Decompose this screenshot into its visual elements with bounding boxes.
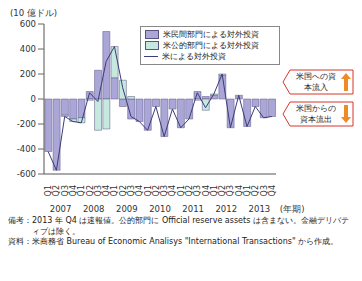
svg-text:2010: 2010 (149, 204, 171, 214)
svg-text:2011: 2011 (182, 204, 204, 214)
svg-text:Q1: Q1 (77, 185, 87, 197)
svg-text:Q1: Q1 (243, 185, 252, 197)
svg-text:Q2: Q2 (118, 185, 128, 197)
svg-text:Q1: Q1 (209, 185, 219, 197)
html-text:資料：米商務省 Bureau of Economic Ana: 資料：米商務省 Bureau of Economic Analisys "Int… (8, 237, 339, 246)
svg-text:2012: 2012 (215, 204, 237, 214)
html-text:(10 億ドル): (10 億ドル) (10, 8, 58, 18)
html-text:米による対外投資: 米による対外投資 (162, 52, 226, 61)
html-text:米公的部門による対外投資: 米公的部門による対外投資 (163, 41, 259, 50)
svg-text:Q1: Q1 (143, 185, 153, 197)
svg-text:-400: -400 (17, 144, 36, 154)
svg-text:Q1: Q1 (44, 185, 54, 197)
svg-text:Q2: Q2 (185, 185, 194, 197)
svg-text:2008: 2008 (83, 204, 105, 214)
svg-text:2007: 2007 (50, 204, 72, 214)
svg-text:200: 200 (20, 69, 36, 79)
svg-text:(年期): (年期) (280, 204, 305, 214)
svg-text:2009: 2009 (116, 204, 138, 214)
svg-text:0: 0 (31, 94, 36, 104)
svg-text:2013: 2013 (249, 204, 271, 214)
svg-text:Q4: Q4 (69, 185, 78, 197)
svg-text:Q4: Q4 (234, 185, 244, 197)
svg-text:Q3: Q3 (160, 185, 170, 197)
svg-text:Q4: Q4 (102, 185, 112, 197)
svg-text:Q3: Q3 (93, 185, 103, 197)
svg-text:Q3: Q3 (259, 185, 269, 197)
svg-text:Q2: Q2 (218, 185, 228, 197)
svg-text:Q2: Q2 (151, 185, 161, 197)
svg-text:Q2: Q2 (85, 185, 95, 197)
svg-text:Q3: Q3 (127, 185, 136, 197)
svg-text:Q3: Q3 (60, 185, 70, 197)
html-text:米国からの資本流出: 米国からの資本流出 (296, 104, 336, 124)
svg-text:Q2: Q2 (251, 185, 261, 197)
svg-text:Q2: Q2 (52, 185, 62, 197)
svg-text:Q1: Q1 (176, 185, 186, 197)
html-text:米国への資本流入: 米国への資本流入 (296, 72, 336, 92)
html-text:備考：2013 年 Q4 は速報値。公的部門に Offici: 備考：2013 年 Q4 は速報値。公的部門に Official reserve… (8, 216, 349, 236)
svg-text:Q3: Q3 (193, 185, 203, 197)
svg-text:-200: -200 (17, 119, 36, 129)
svg-text:400: 400 (20, 44, 36, 54)
svg-text:Q4: Q4 (135, 185, 145, 197)
svg-text:Q4: Q4 (168, 185, 178, 197)
svg-text:-600: -600 (17, 169, 36, 179)
svg-text:Q4: Q4 (201, 185, 211, 197)
html-text:米民間部門による対外投資: 米民間部門による対外投資 (163, 30, 259, 39)
svg-text:Q3: Q3 (226, 185, 236, 197)
svg-text:Q1: Q1 (110, 185, 120, 197)
svg-text:600: 600 (20, 19, 36, 29)
svg-text:Q4: Q4 (268, 185, 277, 196)
